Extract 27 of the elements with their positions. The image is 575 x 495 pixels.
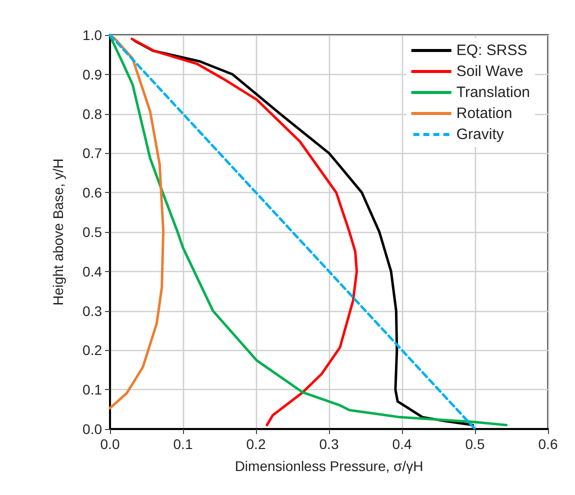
legend-label: EQ: SRSS [456, 42, 528, 59]
x-tick-label: 0.2 [246, 436, 266, 452]
y-tick-label: 0.0 [82, 421, 102, 437]
x-tick-label: 0.5 [465, 436, 485, 452]
y-tick-label: 0.1 [82, 382, 102, 398]
legend-label: Soil Wave [456, 63, 524, 80]
x-tick-label: 0.4 [392, 436, 412, 452]
line-series [108, 34, 165, 410]
x-tick-label: 0.0 [100, 436, 120, 452]
y-tick-label: 0.3 [82, 302, 102, 319]
y-tick-label: 0.4 [82, 263, 102, 280]
x-tick-label: 0.3 [319, 436, 339, 452]
y-tick-label: 0.2 [82, 342, 102, 358]
y-tick-label: 1.0 [82, 27, 102, 43]
y-tick-label: 0.9 [82, 66, 102, 82]
y-tick-label: 0.5 [82, 224, 102, 240]
x-axis-title: Dimensionless Pressure, σ/γH [234, 458, 424, 474]
legend-label: Rotation [456, 105, 512, 122]
y-tick-label: 0.7 [82, 145, 102, 162]
y-tick-label: 0.6 [82, 184, 102, 201]
legend-label: Translation [456, 84, 530, 101]
legend-label: Gravity [456, 126, 504, 143]
y-tick-label: 0.8 [82, 106, 102, 122]
x-tick-label: 0.6 [538, 436, 558, 452]
y-axis-title: Height above Base, y/H [50, 158, 66, 306]
line-series [130, 38, 358, 426]
x-tick-label: 0.1 [173, 436, 193, 452]
